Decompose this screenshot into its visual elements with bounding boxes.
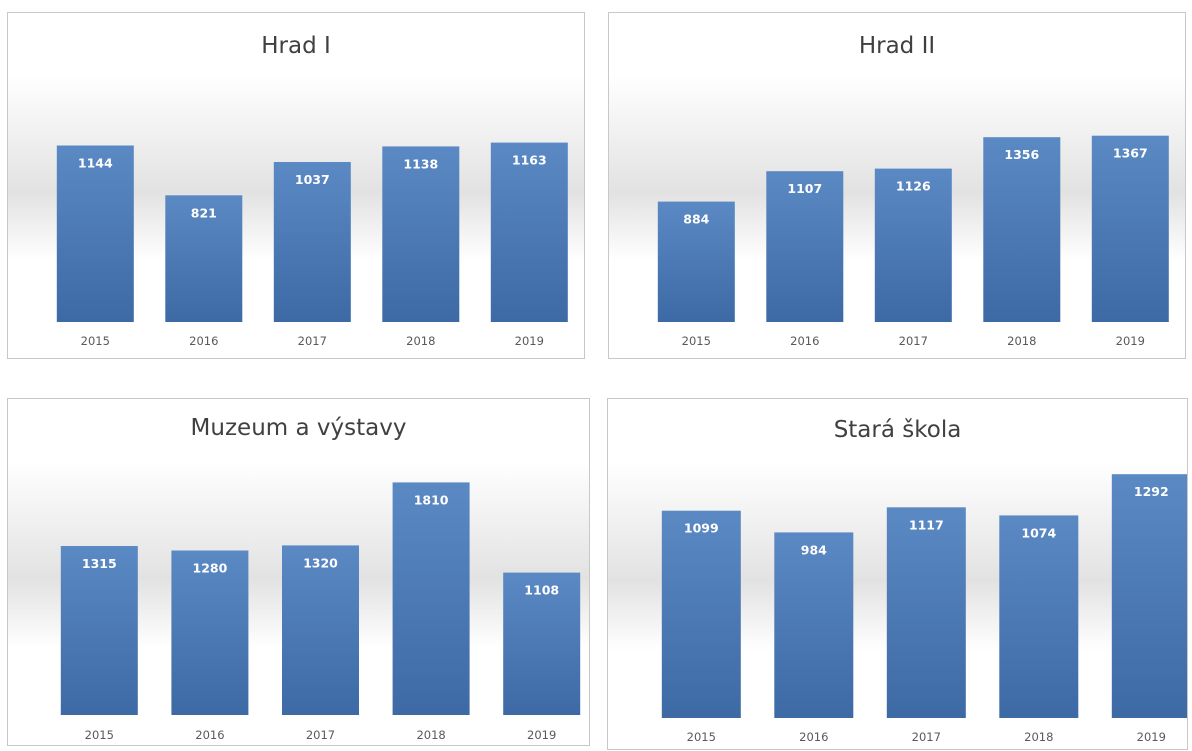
- data-label-2019: 1292: [1134, 484, 1169, 499]
- data-label-2019: 1108: [524, 583, 559, 598]
- x-tick-label-2015: 2015: [682, 334, 711, 348]
- bar-2015: [56, 145, 134, 322]
- x-tick-label-2019: 2019: [1137, 730, 1166, 744]
- bar-2016: [774, 532, 854, 718]
- bar-2017: [874, 168, 952, 322]
- bar-2017: [273, 162, 351, 322]
- bar-2019: [503, 572, 581, 715]
- bar-2019: [1111, 474, 1187, 718]
- data-label-2018: 1356: [1004, 147, 1039, 162]
- bar-2016: [766, 171, 844, 322]
- data-label-2015: 1144: [78, 156, 113, 171]
- bar-chart: 1315 2015 1280 2016 1320 2017 1810 2018 1108 2019: [60, 482, 581, 742]
- x-tick-label-2018: 2018: [1024, 730, 1053, 744]
- x-tick-label-2015: 2015: [81, 334, 110, 348]
- x-tick-label-2015: 2015: [85, 728, 114, 742]
- data-label-2015: 1099: [684, 521, 719, 536]
- bar-2016: [165, 195, 243, 322]
- bar-2017: [282, 545, 359, 715]
- bar-2018: [392, 482, 470, 715]
- chart-title: Muzeum a výstavy: [190, 415, 407, 441]
- data-label-2019: 1367: [1113, 146, 1148, 161]
- x-tick-label-2018: 2018: [1007, 334, 1036, 348]
- x-tick-label-2015: 2015: [687, 730, 716, 744]
- chart-panel-stara-skola: Stará škola 1099 2015 984 2016 1117 2017 1074 2…: [607, 398, 1188, 750]
- data-label-2018: 1074: [1021, 525, 1056, 540]
- data-label-2016: 1280: [193, 561, 228, 576]
- x-tick-label-2017: 2017: [298, 334, 327, 348]
- bar-2018: [983, 137, 1061, 322]
- bar-2015: [60, 546, 138, 715]
- x-tick-label-2018: 2018: [416, 728, 445, 742]
- data-label-2016: 984: [801, 542, 827, 557]
- x-tick-label-2016: 2016: [195, 728, 224, 742]
- bar-chart: 884 2015 1107 2016 1126 2017 1356 2018 1367 2019: [657, 135, 1169, 348]
- x-tick-label-2019: 2019: [527, 728, 556, 742]
- x-tick-label-2017: 2017: [899, 334, 928, 348]
- data-label-2018: 1138: [403, 156, 438, 171]
- bar-2015: [657, 201, 735, 322]
- bar-2018: [382, 146, 460, 322]
- data-label-2015: 884: [683, 212, 709, 227]
- bar-2019: [1091, 135, 1169, 322]
- x-tick-label-2019: 2019: [1116, 334, 1145, 348]
- x-tick-label-2016: 2016: [189, 334, 218, 348]
- chart-title: Stará škola: [833, 417, 962, 443]
- chart-title: Hrad II: [858, 33, 936, 59]
- x-tick-label-2018: 2018: [406, 334, 435, 348]
- data-label-2019: 1163: [512, 153, 547, 168]
- bar-2017: [886, 507, 966, 718]
- data-label-2016: 1107: [787, 181, 822, 196]
- data-label-2017: 1320: [303, 555, 338, 570]
- bar-chart: 1099 2015 984 2016 1117 2017 1074 2018 1292 2019: [661, 474, 1187, 744]
- bar-2015: [661, 510, 741, 718]
- x-tick-label-2016: 2016: [799, 730, 828, 744]
- data-label-2018: 1810: [414, 492, 449, 507]
- bar-chart: 1144 2015 821 2016 1037 2017 1138 2018 1163 2019: [56, 142, 568, 348]
- data-label-2016: 821: [191, 205, 217, 220]
- x-tick-label-2017: 2017: [912, 730, 941, 744]
- bar-2018: [999, 515, 1079, 718]
- x-tick-label-2019: 2019: [515, 334, 544, 348]
- chart-title: Hrad I: [261, 33, 331, 59]
- data-label-2017: 1126: [896, 179, 931, 194]
- chart-panel-hrad-ii: Hrad II 884 2015 1107 2016 1126 2017 1356 2018 1…: [608, 12, 1186, 359]
- x-tick-label-2017: 2017: [306, 728, 335, 742]
- data-label-2017: 1117: [909, 517, 944, 532]
- data-label-2015: 1315: [82, 556, 117, 571]
- x-tick-label-2016: 2016: [790, 334, 819, 348]
- chart-panel-hrad-i: Hrad I 1144 2015 821 2016 1037 2017 1138 2018 11…: [7, 12, 585, 359]
- bar-2019: [490, 142, 568, 322]
- chart-panel-muzeum-a-vystavy: Muzeum a výstavy 1315 2015 1280 2016 1320 201…: [7, 398, 590, 746]
- data-label-2017: 1037: [295, 172, 330, 187]
- bar-2016: [171, 550, 249, 715]
